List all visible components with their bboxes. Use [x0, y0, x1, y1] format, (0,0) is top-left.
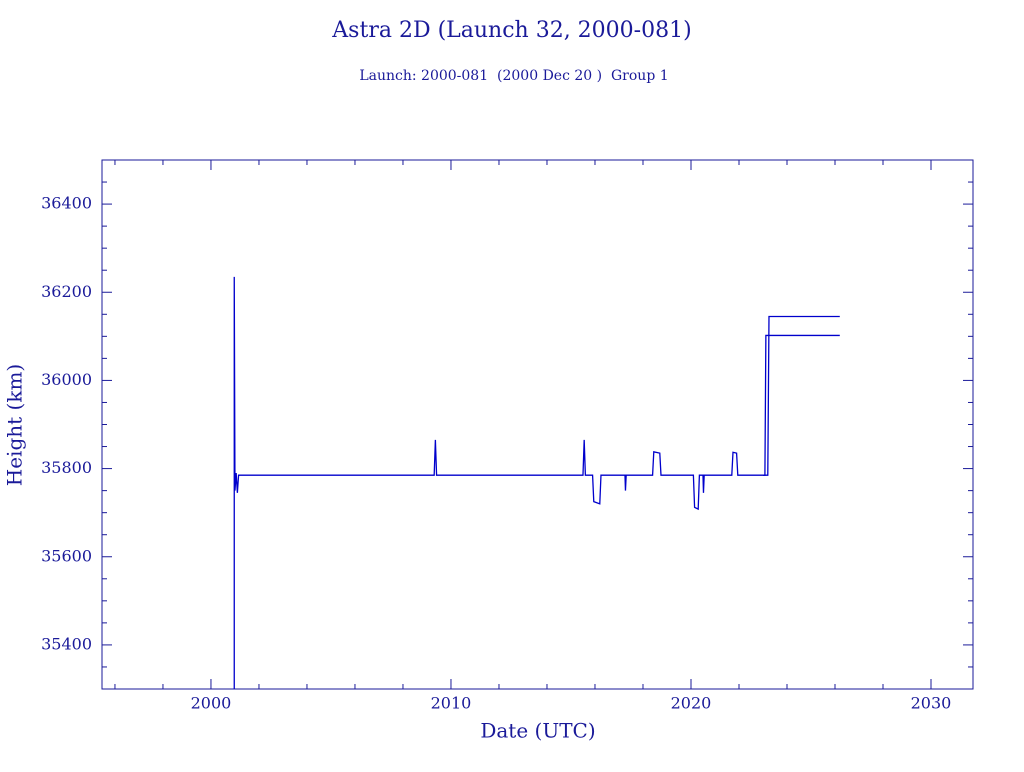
y-tick-label: 35400 [41, 634, 92, 653]
y-axis-label: Height (km) [3, 364, 27, 486]
x-tick-label: 2020 [671, 694, 712, 713]
y-tick-label: 36200 [41, 282, 92, 301]
y-tick-label: 36000 [41, 370, 92, 389]
chart-subtitle: Launch: 2000-081 (2000 Dec 20 ) Group 1 [359, 68, 668, 84]
y-tick-label: 36400 [41, 194, 92, 213]
data-line [762, 334, 840, 476]
y-tick-label: 35600 [41, 546, 92, 565]
y-tick-label: 35800 [41, 458, 92, 477]
chart-title: Astra 2D (Launch 32, 2000-081) [331, 18, 691, 43]
x-axis-label: Date (UTC) [480, 719, 595, 743]
x-tick-label: 2000 [191, 694, 232, 713]
data-line [233, 276, 840, 689]
plot-frame [101, 159, 974, 690]
x-tick-label: 2030 [911, 694, 952, 713]
x-tick-label: 2010 [431, 694, 472, 713]
